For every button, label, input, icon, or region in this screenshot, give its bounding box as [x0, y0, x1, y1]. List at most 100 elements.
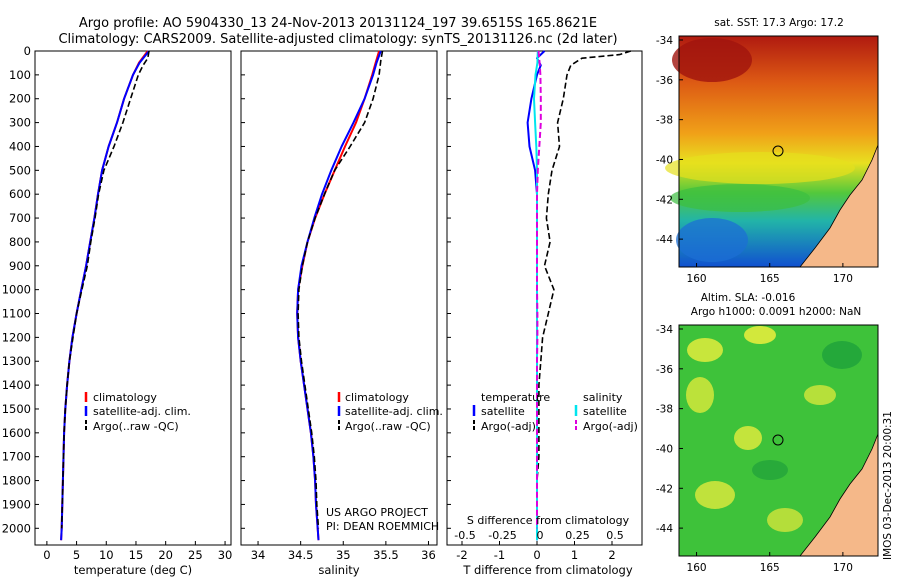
- sla-low-1: [822, 341, 862, 369]
- depth-tick-label: 1500: [2, 402, 31, 416]
- series-temperature-argo-adj: [536, 50, 632, 529]
- legend-argo-label: Argo(..raw -QC): [345, 420, 431, 433]
- map-lon-label: 160: [687, 562, 707, 574]
- sst-cool-patch: [676, 218, 748, 262]
- sla-high-4: [734, 426, 762, 450]
- map-lat-label: -38: [656, 115, 673, 127]
- depth-tick-label: 1100: [2, 307, 31, 321]
- sst-land: [800, 145, 878, 267]
- map-lat-label: -34: [656, 324, 673, 336]
- difference-panel-frame: [446, 50, 643, 546]
- sla-land: [800, 434, 878, 556]
- legend-temperature-title: temperature: [481, 391, 550, 404]
- x-tick-label: 30: [218, 548, 233, 562]
- legend-s-argo-label: Argo(-adj): [583, 420, 638, 433]
- x-tick-label: 20: [158, 548, 173, 562]
- x-tick-label: 0: [43, 548, 50, 562]
- x-tick-label: 15: [129, 548, 144, 562]
- map-lon-label: 165: [760, 562, 780, 574]
- map-lon-label: 165: [760, 273, 780, 285]
- sst-green-band: [670, 184, 810, 212]
- sst-map-title: sat. SST: 17.3 Argo: 17.2: [714, 17, 844, 29]
- difference-series: [526, 50, 632, 541]
- difference-top-ticks: -0.5 -0.25 0 0.25 0.5: [454, 529, 623, 542]
- top-x-tick-label: -0.25: [488, 529, 516, 542]
- difference-x-ticks: -2 -1 0 1 2: [456, 541, 616, 562]
- legend-satellite-label: satellite-adj. clim.: [93, 405, 191, 418]
- map-lat-label: -40: [656, 154, 673, 166]
- x-tick-label: 2: [608, 548, 615, 562]
- depth-tick-label: 1200: [2, 330, 31, 344]
- sst-map-frame: [678, 35, 879, 268]
- map-lat-label: -40: [656, 443, 673, 455]
- sla-high-5: [804, 385, 836, 405]
- sst-yellow-band: [665, 152, 855, 184]
- depth-tick-label: 400: [9, 139, 31, 153]
- chart-title-line1: Argo profile: AO 5904330_13 24-Nov-2013 …: [79, 16, 597, 31]
- x-tick-label: 0: [533, 548, 540, 562]
- top-x-tick-label: 0.25: [565, 529, 590, 542]
- depth-axis: 0 100 200 300 400 500 600 700 800 900 1000 1100 1200…: [2, 44, 451, 535]
- series-satellite-adj-clim: [296, 50, 382, 541]
- x-tick-label: 10: [99, 548, 114, 562]
- map-lat-label: -44: [656, 523, 673, 535]
- temperature-x-ticks: 0 5 10 15 20 25 30: [43, 541, 232, 562]
- top-x-tick-label: -0.5: [454, 529, 475, 542]
- difference-xlabel: T difference from climatology: [462, 563, 633, 577]
- legend-argo-label: Argo(..raw -QC): [93, 420, 179, 433]
- depth-tick-label: 1000: [2, 283, 31, 297]
- depth-tick-label: 300: [9, 116, 31, 130]
- series-climatology: [296, 50, 381, 541]
- depth-tick-label: 2000: [2, 521, 31, 535]
- temperature-panel-frame: [34, 50, 232, 546]
- sla-map-frame: [678, 324, 879, 557]
- depth-tick-label: 1400: [2, 378, 31, 392]
- depth-tick-label: 500: [9, 163, 31, 177]
- series-climatology: [60, 50, 149, 541]
- x-tick-label: 34.5: [288, 548, 314, 562]
- sla-low-2: [752, 460, 788, 480]
- sla-high-6: [695, 481, 735, 509]
- legend-satellite-label: satellite-adj. clim.: [345, 405, 443, 418]
- map-lon-label: 170: [833, 562, 853, 574]
- map-lon-label: 170: [833, 273, 853, 285]
- depth-tick-label: 1800: [2, 474, 31, 488]
- sst-coastline: [799, 144, 879, 268]
- legend-t-argo-label: Argo(-adj): [481, 420, 536, 433]
- depth-tick-label: 800: [9, 235, 31, 249]
- x-tick-label: 35: [336, 548, 351, 562]
- temperature-legend: climatology satellite-adj. clim. Argo(..…: [84, 391, 191, 433]
- sla-high-7: [767, 508, 803, 532]
- sla-map-title-line2: Argo h1000: 0.0091 h2000: NaN: [691, 306, 861, 318]
- temperature-xlabel: temperature (deg C): [74, 563, 192, 577]
- series-salinity-argo-adj: [536, 50, 542, 529]
- x-tick-label: 25: [188, 548, 203, 562]
- salinity-series: [296, 50, 384, 541]
- map-lat-label: -34: [656, 35, 673, 47]
- sst-map-ticks: -34 -36 -38 -40 -42 -44 160 165 170: [656, 35, 853, 285]
- sla-map-title-line1: Altim. SLA: -0.016: [701, 292, 796, 304]
- depth-tick-label: 1900: [2, 497, 31, 511]
- sla-float-location: [772, 434, 784, 446]
- x-tick-label: -1: [494, 548, 505, 562]
- map-lat-label: -36: [656, 75, 673, 87]
- salinity-x-ticks: 34 34.5 35 35.5 36: [251, 541, 436, 562]
- x-tick-label: -2: [456, 548, 467, 562]
- salinity-xlabel: salinity: [318, 563, 359, 577]
- sla-map-ticks: -34 -36 -38 -40 -42 -44 160 165 170: [656, 324, 853, 574]
- depth-tick-label: 600: [9, 187, 31, 201]
- difference-legend: temperature salinity satellite Argo(-adj…: [472, 391, 638, 433]
- x-tick-label: 5: [73, 548, 80, 562]
- legend-climatology-label: climatology: [345, 391, 409, 404]
- x-tick-label: 34: [251, 548, 266, 562]
- map-lat-label: -42: [656, 194, 673, 206]
- x-tick-label: 35.5: [373, 548, 399, 562]
- legend-t-satellite-label: satellite: [481, 405, 525, 418]
- depth-tick-label: 0: [24, 44, 31, 58]
- depth-tick-label: 200: [9, 92, 31, 106]
- depth-tick-label: 1600: [2, 426, 31, 440]
- depth-tick-label: 1700: [2, 450, 31, 464]
- x-tick-label: 36: [421, 548, 436, 562]
- depth-tick-label: 1300: [2, 354, 31, 368]
